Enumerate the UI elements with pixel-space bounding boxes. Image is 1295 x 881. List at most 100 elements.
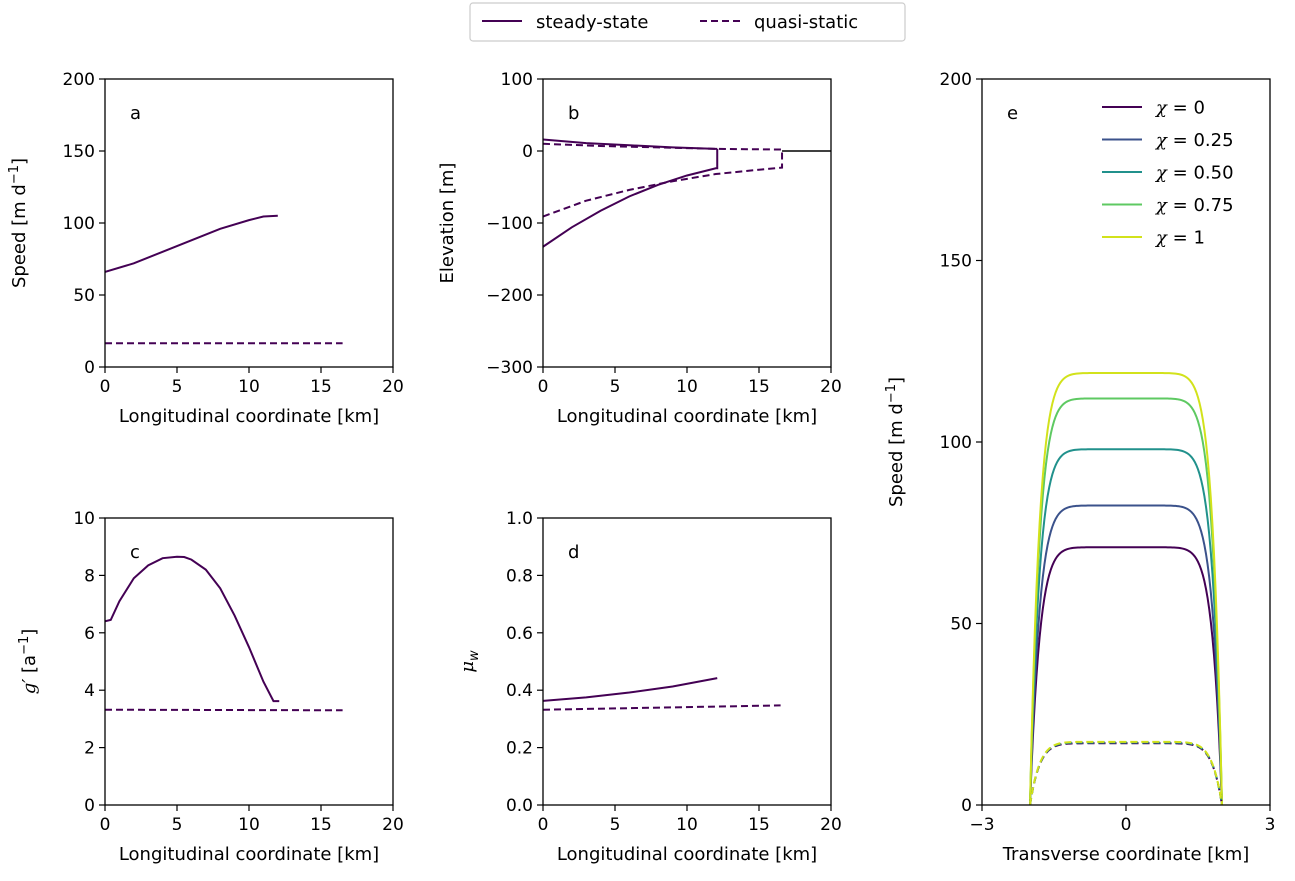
y-tick-label: 150: [940, 252, 972, 272]
legend-label-quasi-static: quasi-static: [754, 12, 858, 33]
y-tick-label: 1.0: [506, 509, 533, 529]
y-tick-label: 8: [84, 566, 95, 586]
chi-legend: χ = 0 χ = 0.25 χ = 0.50 χ = 0.75 χ = 1: [1102, 98, 1234, 249]
x-tick-label: 15: [310, 377, 332, 397]
x-tick-label: 5: [172, 815, 183, 835]
axes-frame: [104, 517, 394, 806]
series-line-solid-1: [543, 148, 719, 248]
series-group: [543, 677, 781, 711]
y-axis-label: Elevation [m]: [437, 163, 458, 284]
y-tick-label: 4: [84, 681, 95, 701]
y-tick-label: 10: [73, 509, 95, 529]
chi-legend-label: χ = 0.25: [1154, 130, 1234, 151]
x-tick-label: 10: [238, 377, 260, 397]
y-tick-label: 0.0: [506, 796, 533, 816]
x-tick-label: 20: [820, 815, 842, 835]
profile-solid-2: [1029, 448, 1223, 805]
x-tick-label: 20: [820, 377, 842, 397]
panel-label: c: [130, 542, 140, 563]
y-tick-label: 100: [940, 433, 972, 453]
x-tick-label: 20: [382, 815, 404, 835]
y-axis-label: Speed [m d−1]: [884, 377, 907, 507]
series-line-dashed-1: [105, 708, 343, 712]
panel-e: χ = 0χ = 0.25χ = 0.50χ = 0.75χ = 1−3 0 305…: [884, 70, 1275, 865]
y-tick-label: 200: [63, 70, 95, 90]
x-tick-label: 0: [538, 377, 549, 397]
y-tick-label: −100: [486, 214, 533, 234]
y-tick-label: 0: [84, 796, 95, 816]
profile-dashed-5: [1029, 742, 1223, 805]
x-tick-label: 0: [538, 815, 549, 835]
x-axis-label: Longitudinal coordinate [km]: [119, 844, 379, 865]
axes-frame: [981, 78, 1271, 806]
y-tick-label: −300: [486, 358, 533, 378]
y-tick-label: 0: [961, 796, 972, 816]
axes-frame: [104, 78, 394, 368]
legend-box: [469, 2, 906, 42]
legend-label-steady-state: steady-state: [536, 12, 648, 33]
series-group: [1029, 372, 1223, 805]
series-line-dashed-1: [543, 704, 781, 711]
x-tick-label: 5: [172, 377, 183, 397]
y-tick-label: 200: [940, 70, 972, 90]
y-tick-label: 6: [84, 624, 95, 644]
panel-label: b: [568, 103, 579, 124]
y-tick-label: 0.2: [506, 739, 533, 759]
x-tick-label: 3: [1265, 815, 1276, 835]
x-axis-label: Longitudinal coordinate [km]: [557, 406, 817, 427]
profile-solid-4: [1029, 372, 1223, 805]
profile-solid-1: [1029, 504, 1223, 805]
x-axis-label: Longitudinal coordinate [km]: [119, 406, 379, 427]
series-line-solid-0: [543, 138, 718, 150]
series-line-dashed-3: [543, 149, 784, 218]
y-tick-label: 150: [63, 142, 95, 162]
profile-dashed-6: [1029, 741, 1223, 805]
panel-c: 0 5 10 15 20 0 2 4 6 8 10 Longitudinal coordinate […: [17, 509, 404, 865]
series-line-solid-0: [105, 214, 278, 273]
y-tick-label: −200: [486, 286, 533, 306]
series-group: [105, 555, 343, 712]
axes-frame: [542, 517, 832, 806]
x-tick-label: 20: [382, 377, 404, 397]
y-tick-label: 2: [84, 739, 95, 759]
chi-legend-label: χ = 0.50: [1154, 163, 1234, 184]
series-line-dashed-2: [543, 142, 783, 151]
y-axis-label: μw: [457, 650, 482, 673]
x-tick-label: 10: [676, 377, 698, 397]
profile-dashed-7: [1029, 740, 1223, 805]
chi-legend-label: χ = 0: [1154, 98, 1205, 119]
x-tick-label: 15: [748, 377, 770, 397]
top-legend: steady-state quasi-static: [469, 2, 906, 42]
series-line-solid-0: [543, 677, 718, 702]
y-tick-label: 0: [522, 142, 533, 162]
y-tick-label: 0.6: [506, 624, 533, 644]
panel-label: a: [130, 103, 141, 124]
axes-frame: [542, 78, 832, 368]
y-axis-label: Speed [m d−1]: [7, 158, 30, 288]
x-axis-label: Longitudinal coordinate [km]: [557, 844, 817, 865]
series-line-solid-0: [105, 555, 280, 703]
chi-legend-label: χ = 0.75: [1154, 195, 1234, 216]
profile-solid-0: [1029, 546, 1223, 805]
x-tick-label: 0: [100, 815, 111, 835]
x-tick-label: 15: [748, 815, 770, 835]
x-tick-label: 0: [100, 377, 111, 397]
series-group: [543, 138, 831, 248]
profile-solid-3: [1029, 397, 1223, 805]
x-tick-label: 5: [610, 815, 621, 835]
y-tick-label: 0.8: [506, 566, 533, 586]
x-tick-label: 0: [1121, 815, 1132, 835]
x-axis-label: Transverse coordinate [km]: [1002, 844, 1250, 865]
y-tick-label: 0.4: [506, 681, 533, 701]
y-tick-label: 100: [63, 214, 95, 234]
panel-d: 0 5 10 15 20 0.0 0.2 0.4 0.6 0.8 1.0 Longitudinal c…: [457, 509, 842, 865]
series-group: [105, 214, 343, 345]
x-tick-label: 10: [676, 815, 698, 835]
x-tick-label: 15: [310, 815, 332, 835]
panel-label: d: [568, 542, 579, 563]
y-tick-label: 100: [501, 70, 533, 90]
y-tick-label: 0: [84, 358, 95, 378]
chi-legend-label: χ = 1: [1154, 228, 1205, 249]
y-tick-label: 50: [73, 286, 95, 306]
